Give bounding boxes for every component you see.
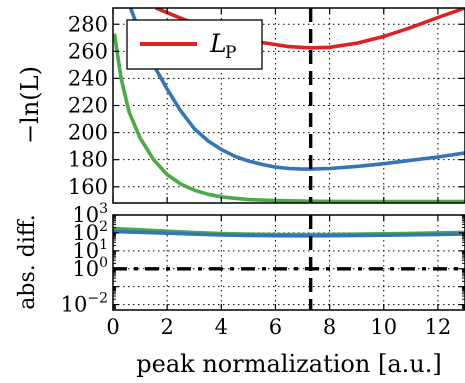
top-ticks: 160 180 200 220 240 260 280 [68, 8, 465, 203]
x-tick-label: 4 [215, 315, 228, 339]
top-y-tick-label: 260 [68, 39, 108, 63]
top-y-axis-label: −ln(L) [16, 66, 44, 144]
top-panel: L P 160 180 200 220 240 260 280 −ln(L) [16, 7, 465, 204]
top-grid [112, 8, 465, 203]
x-tick-label: 12 [425, 315, 452, 339]
x-tick-label: 0 [106, 315, 119, 339]
bottom-grid [112, 214, 465, 310]
top-y-tick-label: 200 [68, 121, 108, 145]
legend-label: L [209, 29, 227, 58]
top-series-line-2 [113, 33, 465, 203]
top-y-tick-label: 280 [68, 12, 108, 36]
bottom-series-line-1 [113, 229, 465, 238]
bottom-y-tick-label: 100 [72, 255, 108, 281]
x-axis-label: peak normalization [a.u.] [136, 350, 441, 378]
x-tick-label: 2 [160, 315, 173, 339]
bottom-series [113, 226, 465, 238]
bottom-y-tick-label: 102 [72, 219, 108, 245]
legend-label-subscript: P [225, 43, 236, 63]
x-tick-label: 6 [269, 315, 282, 339]
top-series-line-1 [128, 8, 465, 171]
top-y-tick-label: 220 [68, 94, 108, 118]
x-tick-label: 8 [323, 315, 336, 339]
legend: L P [126, 19, 263, 70]
top-y-tick-label: 240 [68, 66, 108, 90]
bottom-y-axis-label: abs. diff. [15, 214, 40, 309]
bottom-y-tick-label: 103 [72, 201, 108, 227]
bottom-y-tick-label: 101 [72, 237, 108, 263]
bottom-y-tick-label: 10−2 [61, 291, 108, 317]
x-tick-label: 10 [370, 315, 397, 339]
top-y-tick-label: 160 [68, 175, 108, 199]
bottom-axes-frame [112, 214, 465, 311]
top-y-tick-label: 180 [68, 148, 108, 172]
